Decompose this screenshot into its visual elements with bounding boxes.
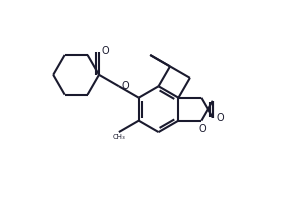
Text: O: O (102, 46, 109, 56)
Text: O: O (216, 112, 224, 123)
Text: O: O (122, 81, 129, 91)
Text: CH₃: CH₃ (113, 134, 125, 140)
Text: O: O (198, 124, 206, 134)
